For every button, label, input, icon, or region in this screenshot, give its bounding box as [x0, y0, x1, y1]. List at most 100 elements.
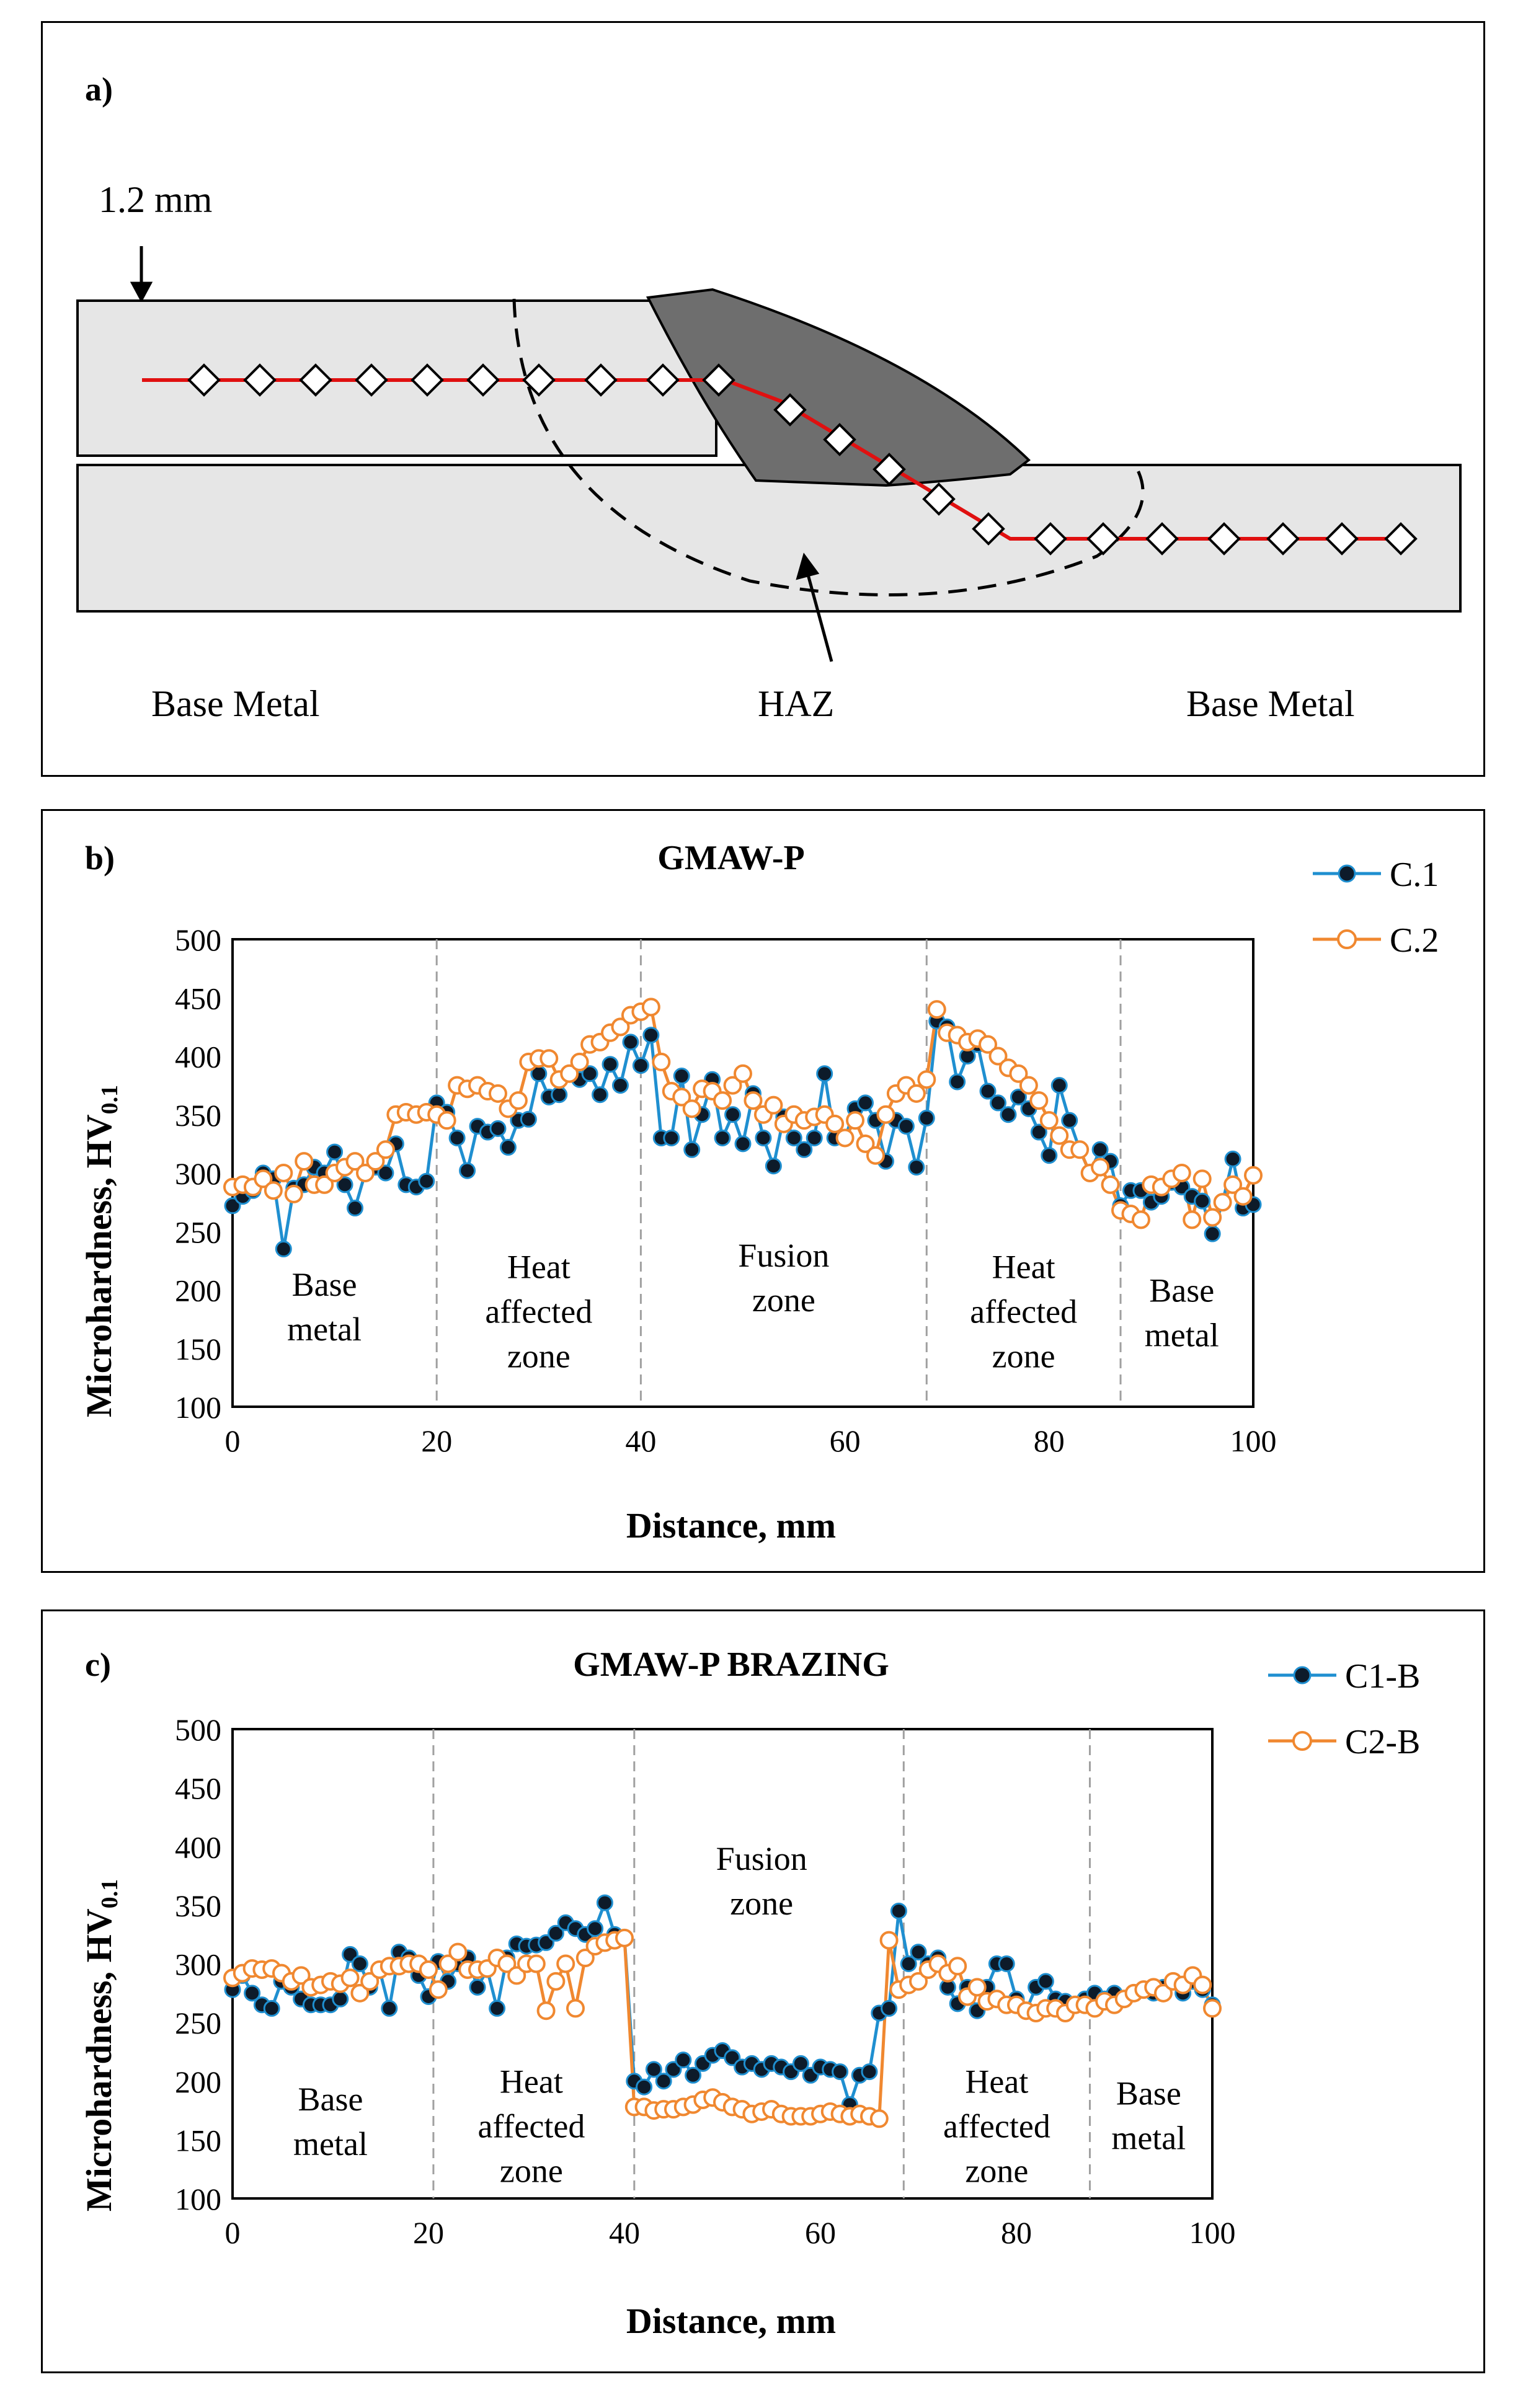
indentation-marker [823, 423, 856, 456]
y-tick-label: 300 [175, 1156, 221, 1191]
data-point [675, 2052, 692, 2069]
indentation-marker [1145, 522, 1179, 556]
indentation-marker [873, 453, 906, 486]
zone-label-line: affected [477, 2108, 585, 2145]
data-point [846, 1111, 865, 1130]
series-line [231, 1018, 1254, 1249]
data-point [1037, 1973, 1054, 1990]
data-point [988, 1047, 1008, 1066]
x-tick-label: 0 [225, 1423, 241, 1458]
x-tick-label: 80 [1001, 2215, 1032, 2250]
x-tick-label: 20 [413, 2215, 444, 2250]
data-point [685, 2066, 702, 2084]
data-point [785, 1129, 802, 1146]
y-tick-label: 100 [175, 1390, 221, 1425]
y-tick-label: 350 [175, 1888, 221, 1923]
data-point [295, 1152, 314, 1171]
indentation-marker [466, 363, 500, 397]
data-point [682, 1099, 701, 1118]
data-point [857, 1094, 874, 1112]
chart-b-svg: b) GMAW-P 100 150 200 250 300 350 400 450 500 0 20… [79, 839, 1439, 1546]
data-point [360, 1972, 380, 1991]
zone-label-line: zone [500, 2153, 563, 2190]
data-point [419, 1960, 438, 1979]
data-point [869, 2109, 889, 2128]
y-tick-label: 350 [175, 1098, 221, 1133]
data-point [861, 2063, 878, 2081]
zone-label-line: Heat [965, 2063, 1028, 2100]
data-point [615, 1928, 634, 1947]
chart-c-ylabel-main: Microhardness, HV [79, 1908, 119, 2211]
base-metal-left-label: Base Metal [151, 683, 320, 724]
y-tick-label: 250 [175, 2006, 221, 2040]
indentation-marker [299, 363, 332, 397]
zone-label: Heat affected zone [485, 1249, 592, 1375]
x-tick-label: 60 [830, 1423, 861, 1458]
y-tick-label: 250 [175, 1215, 221, 1249]
indentation-marker [922, 482, 956, 516]
data-point [326, 1143, 344, 1161]
legend-label: C1-B [1345, 1657, 1420, 1696]
data-point [602, 1056, 619, 1073]
indentation-marker [702, 363, 735, 397]
data-point [792, 2055, 809, 2072]
data-point [1019, 1076, 1038, 1095]
data-point [560, 1064, 579, 1083]
haz-arrow [796, 552, 833, 662]
data-point [291, 1966, 311, 1985]
zone-label: Base metal [287, 1266, 362, 1348]
x-tick-label: 40 [609, 2215, 640, 2250]
zone-label-line: metal [1145, 1316, 1219, 1353]
chart-c-xlabel: Distance, mm [626, 2301, 836, 2341]
data-point [673, 1068, 690, 1085]
legend-label: C2-B [1345, 1723, 1420, 1761]
data-point [1050, 1126, 1069, 1145]
data-point [979, 1035, 998, 1054]
zone-label: Heat affected zone [970, 1249, 1077, 1375]
y-tick-label: 450 [175, 1771, 221, 1806]
data-point [499, 1139, 517, 1156]
data-point [622, 1034, 639, 1051]
x-tick-label: 80 [1034, 1423, 1065, 1458]
legend-marker [1338, 864, 1356, 883]
data-point [642, 1027, 660, 1044]
indentation-marker [773, 393, 807, 427]
legend-label: C.2 [1390, 921, 1439, 960]
indentation-marker [1207, 522, 1241, 556]
panel-a-schematic: a) 1.2 mm Base Metal HAZ Base Metal [41, 21, 1485, 777]
x-tick-label: 0 [225, 2215, 241, 2250]
x-tick-label: 100 [1189, 2215, 1236, 2250]
data-point [652, 1052, 671, 1071]
zone-label-line: affected [943, 2108, 1050, 2145]
indentation-marker [646, 363, 680, 397]
data-point [1244, 1166, 1263, 1185]
data-point [825, 1114, 845, 1133]
data-point [274, 1164, 293, 1182]
data-point [551, 1086, 568, 1104]
data-point [724, 1106, 742, 1123]
data-point [508, 1091, 528, 1110]
data-point [340, 1968, 360, 1988]
data-point [448, 1129, 466, 1146]
zone-label-line: Heat [507, 1249, 571, 1286]
legend-label: C.1 [1390, 856, 1439, 894]
haz-label: HAZ [758, 683, 834, 724]
data-point [910, 1944, 927, 1961]
data-point [488, 1084, 507, 1103]
zone-label-line: zone [730, 1885, 793, 1922]
y-tick-label: 150 [175, 2123, 221, 2158]
zone-label: Heat affected zone [477, 2063, 585, 2190]
data-point [1041, 1147, 1058, 1164]
indentation-marker [1086, 522, 1120, 556]
data-point [355, 1164, 375, 1182]
data-point [636, 2078, 653, 2096]
data-point [376, 1140, 395, 1159]
zone-label-line: metal [287, 1311, 362, 1348]
data-point [489, 1120, 507, 1137]
data-point [438, 1954, 458, 1973]
schematic-svg: a) 1.2 mm Base Metal HAZ Base Metal [76, 71, 1462, 724]
data-point [948, 1957, 967, 1976]
x-tick-label: 20 [421, 1423, 452, 1458]
data-point [1061, 1112, 1078, 1129]
data-point [459, 1162, 476, 1179]
